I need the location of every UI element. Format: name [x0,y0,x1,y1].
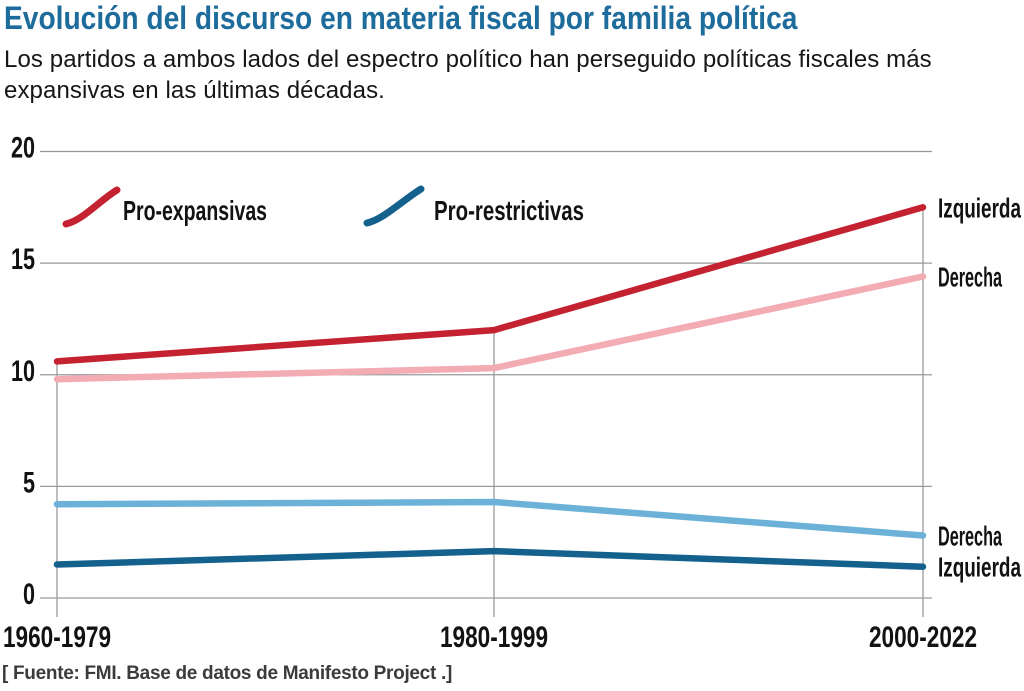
series-line-pro_restrictivas [53,547,927,570]
subtitle-line-2: expansivas en las últimas décadas. [4,77,385,104]
page-title: Evolución del discurso en materia fiscal… [4,0,798,36]
y-tick-label: 5 [23,466,35,499]
subtitle-line-1: Los partidos a ambos lados del espectro … [4,46,932,73]
page-subtitle: Los partidos a ambos lados del espectro … [4,44,1020,106]
y-tick-label: 10 [11,355,35,388]
y-tick-label: 0 [23,578,35,611]
series-line-pro_expansivas_light [53,273,927,383]
x-tick-label: 2000-2022 [869,621,977,654]
x-tick-label: 1980-1999 [440,621,548,654]
x-tick-label: 1960-1979 [3,621,111,654]
legend-label: Pro-expansivas [123,195,267,226]
series-line-pro_expansivas [53,204,927,365]
legend-swatch-pro_expansivas [62,186,121,228]
line-end-label: Derecha [938,262,1002,293]
line-end-label: Izquierda [938,192,1021,223]
legend-swatch-pro_restrictivas [363,185,425,227]
series-line-pro_restrictivas_light [53,498,927,539]
line-end-label: Izquierda [938,552,1021,583]
line-end-label: Derecha [938,520,1002,551]
source-note: [ Fuente: FMI. Base de datos de Manifest… [2,663,452,684]
y-tick-label: 15 [11,243,35,276]
y-tick-label: 20 [11,132,35,165]
legend-label: Pro-restrictivas [434,195,584,226]
